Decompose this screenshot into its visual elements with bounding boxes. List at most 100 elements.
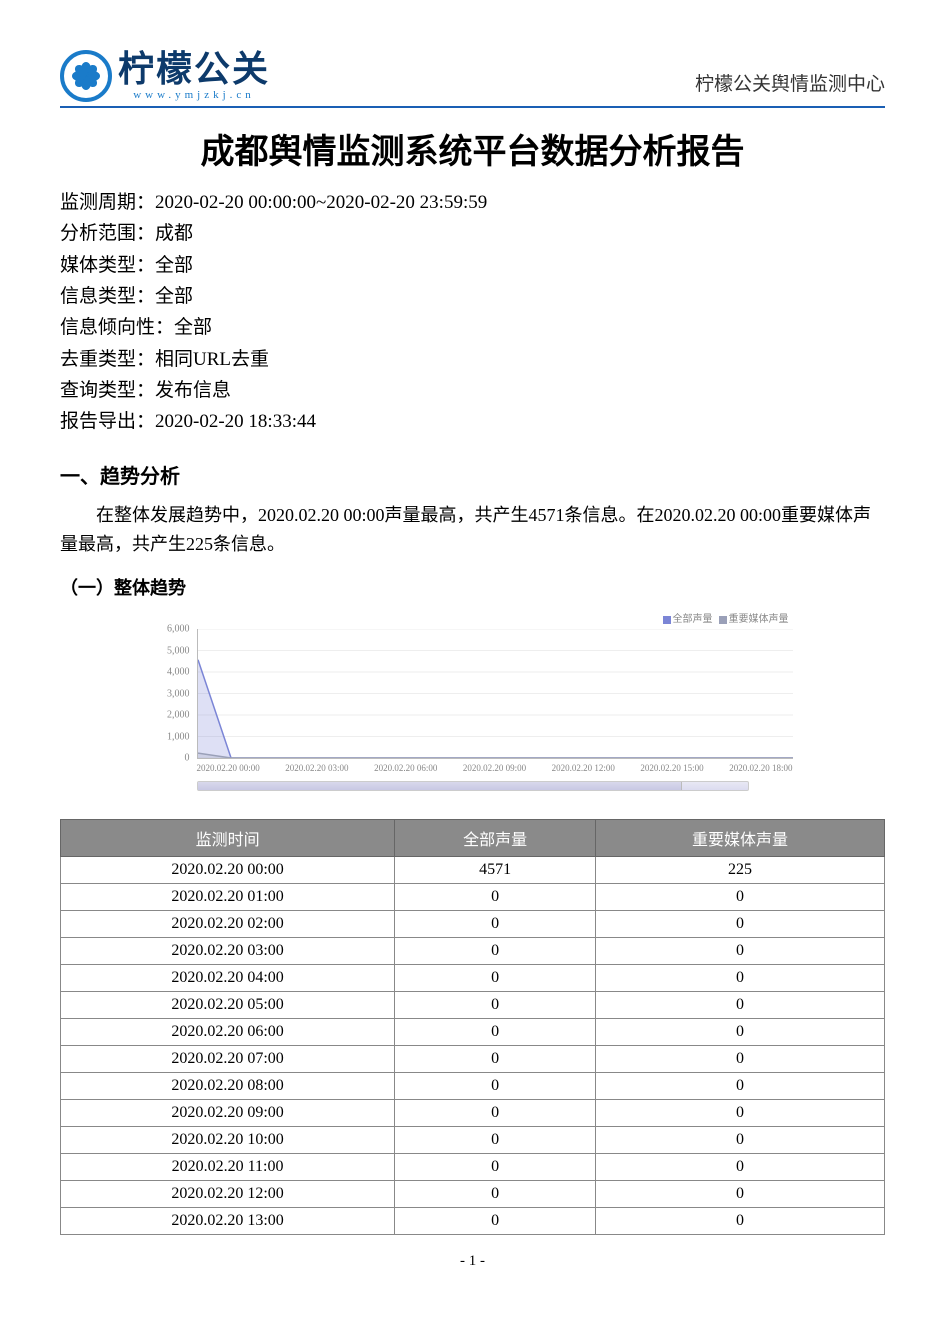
table-cell-all: 0 bbox=[395, 1181, 596, 1208]
meta-row: 查询类型：发布信息 bbox=[60, 375, 885, 406]
chart-y-tick: 3,000 bbox=[167, 688, 190, 699]
logo-text-main: 柠檬公关 bbox=[118, 51, 270, 87]
table-cell-all: 0 bbox=[395, 1154, 596, 1181]
meta-value: 成都 bbox=[155, 223, 193, 244]
meta-row: 信息类型：全部 bbox=[60, 281, 885, 312]
legend-swatch bbox=[663, 616, 671, 624]
report-title: 成都舆情监测系统平台数据分析报告 bbox=[60, 124, 885, 173]
meta-value: 发布信息 bbox=[155, 380, 231, 401]
table-cell-important: 0 bbox=[596, 1208, 885, 1235]
table-cell-all: 0 bbox=[395, 1127, 596, 1154]
table-cell-time: 2020.02.20 01:00 bbox=[61, 884, 395, 911]
table-cell-all: 0 bbox=[395, 965, 596, 992]
legend-label: 重要媒体声量 bbox=[729, 614, 789, 625]
table-cell-time: 2020.02.20 02:00 bbox=[61, 911, 395, 938]
table-cell-time: 2020.02.20 13:00 bbox=[61, 1208, 395, 1235]
table-cell-all: 0 bbox=[395, 884, 596, 911]
table-cell-time: 2020.02.20 11:00 bbox=[61, 1154, 395, 1181]
table-row: 2020.02.20 13:0000 bbox=[61, 1208, 885, 1235]
logo-block: 柠檬公关 www.ymjzkj.cn bbox=[60, 50, 270, 102]
chart-y-tick: 4,000 bbox=[167, 667, 190, 678]
flower-icon bbox=[70, 60, 102, 92]
trend-chart: 全部声量重要媒体声量 01,0002,0003,0004,0005,0006,0… bbox=[153, 610, 793, 791]
table-cell-time: 2020.02.20 04:00 bbox=[61, 965, 395, 992]
table-cell-all: 0 bbox=[395, 911, 596, 938]
table-body: 2020.02.20 00:0045712252020.02.20 01:000… bbox=[61, 857, 885, 1235]
table-cell-important: 0 bbox=[596, 1127, 885, 1154]
chart-legend: 全部声量重要媒体声量 bbox=[153, 610, 793, 625]
meta-label: 信息倾向性： bbox=[60, 317, 174, 338]
meta-row: 分析范围：成都 bbox=[60, 218, 885, 249]
page-number: - 1 - bbox=[60, 1253, 885, 1270]
chart-y-axis: 01,0002,0003,0004,0005,0006,000 bbox=[154, 629, 194, 758]
table-cell-time: 2020.02.20 08:00 bbox=[61, 1073, 395, 1100]
chart-scrollbar[interactable] bbox=[197, 781, 749, 791]
meta-value: 全部 bbox=[155, 286, 193, 307]
chart-y-tick: 5,000 bbox=[167, 645, 190, 656]
meta-label: 分析范围： bbox=[60, 223, 155, 244]
chart-svg bbox=[198, 629, 793, 758]
table-header-row: 监测时间全部声量重要媒体声量 bbox=[61, 820, 885, 857]
trend-data-table: 监测时间全部声量重要媒体声量 2020.02.20 00:00457122520… bbox=[60, 819, 885, 1235]
chart-y-tick: 0 bbox=[185, 753, 190, 764]
meta-row: 监测周期：2020-02-20 00:00:00~2020-02-20 23:5… bbox=[60, 187, 885, 218]
meta-row: 媒体类型：全部 bbox=[60, 250, 885, 281]
meta-value: 相同URL去重 bbox=[155, 349, 269, 370]
table-row: 2020.02.20 11:0000 bbox=[61, 1154, 885, 1181]
meta-label: 查询类型： bbox=[60, 380, 155, 401]
table-cell-time: 2020.02.20 00:00 bbox=[61, 857, 395, 884]
table-cell-important: 0 bbox=[596, 1046, 885, 1073]
table-cell-important: 0 bbox=[596, 1181, 885, 1208]
table-column-header: 监测时间 bbox=[61, 820, 395, 857]
meta-label: 去重类型： bbox=[60, 349, 155, 370]
table-cell-important: 0 bbox=[596, 1154, 885, 1181]
table-row: 2020.02.20 03:0000 bbox=[61, 938, 885, 965]
table-cell-important: 0 bbox=[596, 965, 885, 992]
table-row: 2020.02.20 07:0000 bbox=[61, 1046, 885, 1073]
table-column-header: 重要媒体声量 bbox=[596, 820, 885, 857]
meta-row: 信息倾向性：全部 bbox=[60, 312, 885, 343]
table-row: 2020.02.20 04:0000 bbox=[61, 965, 885, 992]
table-cell-all: 4571 bbox=[395, 857, 596, 884]
table-cell-important: 0 bbox=[596, 1100, 885, 1127]
chart-x-tick: 2020.02.20 06:00 bbox=[374, 763, 437, 773]
meta-row: 去重类型：相同URL去重 bbox=[60, 344, 885, 375]
meta-label: 监测周期： bbox=[60, 192, 155, 213]
meta-label: 媒体类型： bbox=[60, 255, 155, 276]
meta-row: 报告导出：2020-02-20 18:33:44 bbox=[60, 406, 885, 437]
table-column-header: 全部声量 bbox=[395, 820, 596, 857]
table-row: 2020.02.20 02:0000 bbox=[61, 911, 885, 938]
table-cell-important: 0 bbox=[596, 884, 885, 911]
table-cell-all: 0 bbox=[395, 992, 596, 1019]
chart-x-tick: 2020.02.20 00:00 bbox=[197, 763, 260, 773]
table-cell-important: 0 bbox=[596, 938, 885, 965]
table-row: 2020.02.20 06:0000 bbox=[61, 1019, 885, 1046]
table-cell-all: 0 bbox=[395, 1046, 596, 1073]
chart-y-tick: 2,000 bbox=[167, 710, 190, 721]
table-cell-important: 0 bbox=[596, 992, 885, 1019]
document-header: 柠檬公关 www.ymjzkj.cn 柠檬公关舆情监测中心 bbox=[60, 50, 885, 108]
section-heading-trend: 一、趋势分析 bbox=[60, 460, 885, 489]
logo-icon bbox=[60, 50, 112, 102]
chart-x-tick: 2020.02.20 12:00 bbox=[552, 763, 615, 773]
legend-swatch bbox=[719, 616, 727, 624]
table-cell-all: 0 bbox=[395, 1208, 596, 1235]
table-row: 2020.02.20 12:0000 bbox=[61, 1181, 885, 1208]
chart-scrollbar-thumb[interactable] bbox=[198, 782, 682, 790]
chart-y-tick: 1,000 bbox=[167, 731, 190, 742]
meta-value: 2020-02-20 00:00:00~2020-02-20 23:59:59 bbox=[155, 192, 487, 213]
logo-text-url: www.ymjzkj.cn bbox=[118, 89, 270, 101]
table-cell-important: 0 bbox=[596, 911, 885, 938]
meta-value: 全部 bbox=[155, 255, 193, 276]
chart-x-tick: 2020.02.20 15:00 bbox=[640, 763, 703, 773]
table-cell-all: 0 bbox=[395, 938, 596, 965]
table-cell-time: 2020.02.20 07:00 bbox=[61, 1046, 395, 1073]
meta-value: 全部 bbox=[174, 317, 212, 338]
table-cell-time: 2020.02.20 12:00 bbox=[61, 1181, 395, 1208]
section-body-trend: 在整体发展趋势中，2020.02.20 00:00声量最高，共产生4571条信息… bbox=[60, 501, 885, 559]
sub-heading-overall: （一）整体趋势 bbox=[60, 574, 885, 600]
chart-plot-area: 01,0002,0003,0004,0005,0006,000 bbox=[197, 629, 793, 759]
table-cell-all: 0 bbox=[395, 1100, 596, 1127]
meta-label: 报告导出： bbox=[60, 411, 155, 432]
report-metadata: 监测周期：2020-02-20 00:00:00~2020-02-20 23:5… bbox=[60, 187, 885, 438]
